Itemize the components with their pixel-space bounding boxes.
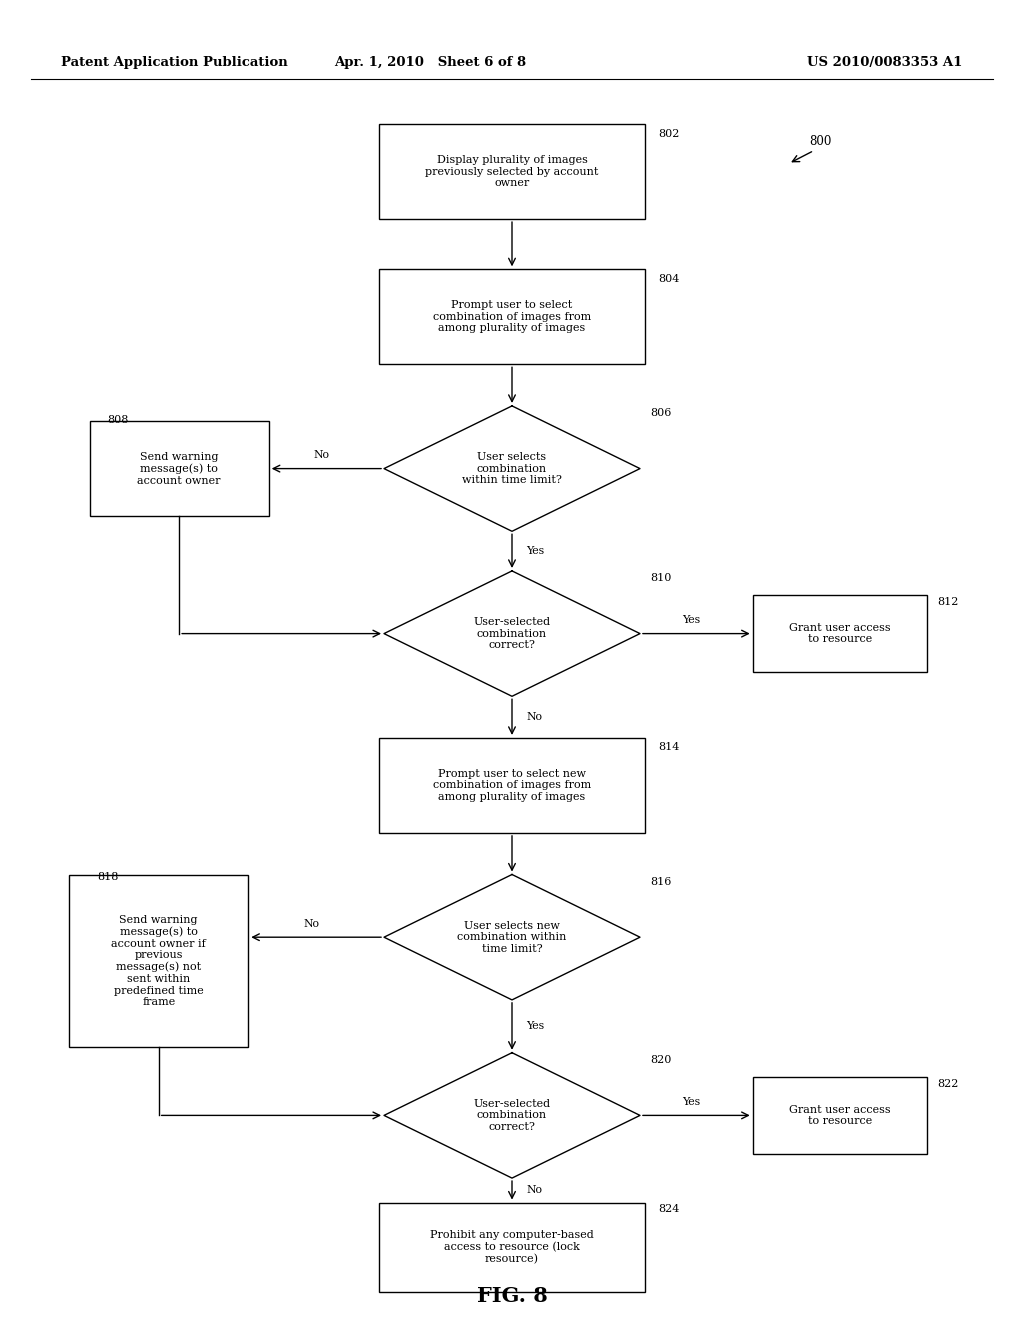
Bar	[70, 875, 248, 1047]
Text: 810: 810	[650, 573, 672, 583]
Text: 804: 804	[658, 273, 680, 284]
Bar	[753, 1077, 927, 1154]
Text: User selects new
combination within
time limit?: User selects new combination within time…	[458, 920, 566, 954]
Text: Grant user access
to resource: Grant user access to resource	[788, 1105, 891, 1126]
Text: Send warning
message(s) to
account owner: Send warning message(s) to account owner	[137, 451, 221, 486]
Bar	[379, 269, 645, 364]
Text: 820: 820	[650, 1055, 672, 1065]
Text: US 2010/0083353 A1: US 2010/0083353 A1	[807, 55, 963, 69]
Text: User selects
combination
within time limit?: User selects combination within time lim…	[462, 451, 562, 486]
Text: No: No	[526, 711, 543, 722]
Text: Prohibit any computer-based
access to resource (lock
resource): Prohibit any computer-based access to re…	[430, 1230, 594, 1265]
Text: Yes: Yes	[526, 546, 545, 556]
Text: Yes: Yes	[526, 1022, 545, 1031]
Polygon shape	[384, 407, 640, 531]
Text: Yes: Yes	[682, 615, 700, 626]
Text: 808: 808	[108, 414, 129, 425]
Text: FIG. 8: FIG. 8	[476, 1286, 548, 1307]
Polygon shape	[384, 570, 640, 697]
Text: No: No	[303, 919, 319, 929]
Text: Send warning
message(s) to
account owner if
previous
message(s) not
sent within
: Send warning message(s) to account owner…	[112, 915, 206, 1007]
Text: Prompt user to select
combination of images from
among plurality of images: Prompt user to select combination of ima…	[433, 300, 591, 334]
Text: User-selected
combination
correct?: User-selected combination correct?	[473, 1098, 551, 1133]
Text: Patent Application Publication: Patent Application Publication	[61, 55, 288, 69]
Text: 818: 818	[97, 871, 119, 882]
Text: No: No	[526, 1185, 543, 1196]
Text: 822: 822	[937, 1078, 958, 1089]
Bar	[379, 1203, 645, 1292]
Text: 800: 800	[809, 135, 831, 148]
Text: Display plurality of images
previously selected by account
owner: Display plurality of images previously s…	[425, 154, 599, 189]
Text: No: No	[313, 450, 330, 461]
Text: User-selected
combination
correct?: User-selected combination correct?	[473, 616, 551, 651]
Polygon shape	[384, 1053, 640, 1177]
Text: 806: 806	[650, 408, 672, 418]
Bar	[379, 124, 645, 219]
Text: 812: 812	[937, 597, 958, 607]
Text: 814: 814	[658, 742, 680, 752]
Text: Grant user access
to resource: Grant user access to resource	[788, 623, 891, 644]
Bar	[90, 421, 268, 516]
Text: 816: 816	[650, 876, 672, 887]
Text: 824: 824	[658, 1204, 680, 1214]
Bar	[753, 595, 927, 672]
Text: Apr. 1, 2010   Sheet 6 of 8: Apr. 1, 2010 Sheet 6 of 8	[334, 55, 526, 69]
Bar	[379, 738, 645, 833]
Polygon shape	[384, 875, 640, 1001]
Text: Yes: Yes	[682, 1097, 700, 1107]
Text: 802: 802	[658, 128, 680, 139]
Text: Prompt user to select new
combination of images from
among plurality of images: Prompt user to select new combination of…	[433, 768, 591, 803]
